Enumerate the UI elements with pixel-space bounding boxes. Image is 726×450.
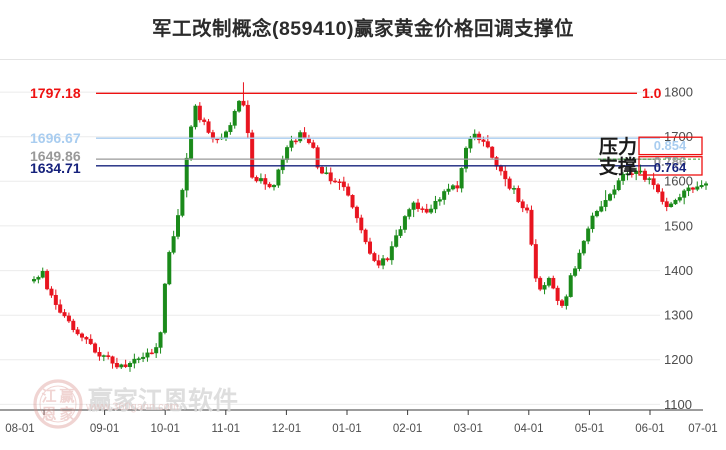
svg-text:家: 家 (59, 405, 74, 423)
svg-text:06-01: 06-01 (635, 423, 664, 435)
svg-text:www.360gann.com: www.360gann.com (85, 401, 179, 413)
svg-text:1800: 1800 (664, 85, 693, 100)
svg-text:1400: 1400 (664, 263, 693, 278)
svg-text:1797.18: 1797.18 (30, 85, 81, 101)
svg-text:05-01: 05-01 (575, 423, 604, 435)
svg-text:支撑: 支撑 (598, 155, 637, 178)
svg-text:12-01: 12-01 (272, 423, 301, 435)
svg-text:0.854: 0.854 (654, 138, 687, 153)
svg-text:江: 江 (41, 387, 56, 405)
svg-text:11-01: 11-01 (212, 423, 241, 435)
svg-text:赢: 赢 (59, 387, 74, 405)
svg-text:03-01: 03-01 (453, 423, 482, 435)
svg-text:08-01: 08-01 (5, 423, 34, 435)
svg-text:04-01: 04-01 (514, 423, 543, 435)
svg-text:02-01: 02-01 (393, 423, 422, 435)
svg-text:1300: 1300 (664, 308, 693, 323)
svg-text:1200: 1200 (664, 352, 693, 367)
svg-text:1500: 1500 (664, 218, 693, 233)
svg-text:07-01: 07-01 (688, 423, 717, 435)
svg-text:恩: 恩 (41, 406, 56, 423)
svg-text:压力: 压力 (599, 135, 637, 158)
svg-text:01-01: 01-01 (332, 423, 361, 435)
svg-text:1.0: 1.0 (642, 85, 662, 101)
svg-text:1634.71: 1634.71 (30, 160, 81, 176)
svg-text:0.764: 0.764 (654, 160, 687, 175)
svg-text:09-01: 09-01 (90, 423, 119, 435)
svg-text:10-01: 10-01 (150, 423, 179, 435)
svg-text:1696.67: 1696.67 (30, 130, 81, 146)
